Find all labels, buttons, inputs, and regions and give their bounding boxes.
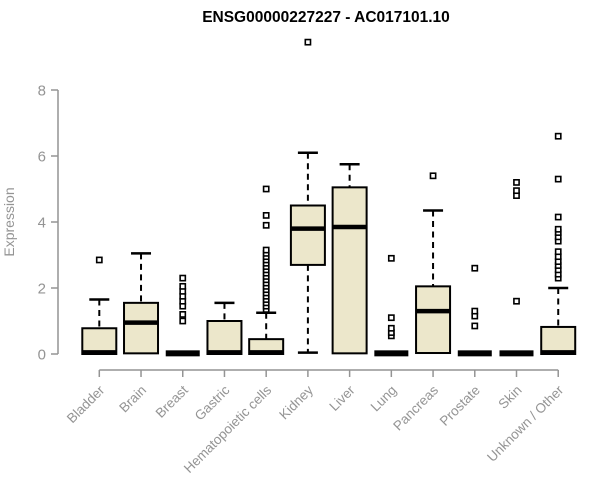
box-lung <box>374 350 409 357</box>
box-breast <box>165 350 200 357</box>
outlier-point-prostate <box>471 307 479 315</box>
x-tick-label: Lung <box>368 383 400 415</box>
outlier-point-breast <box>179 274 187 282</box>
outlier-point-prostate <box>471 264 479 272</box>
outlier-point-unknown-other <box>554 132 562 140</box>
y-tick-label: 4 <box>38 215 46 232</box>
x-tick-label: Breast <box>153 382 191 420</box>
outlier-point-hematopoietic-cells <box>262 221 270 229</box>
outlier-point-unknown-other <box>554 213 562 221</box>
box-pancreas <box>415 285 452 355</box>
box-prostate <box>457 350 492 357</box>
outlier-point-breast <box>179 282 187 290</box>
outlier-point-skin <box>513 297 520 305</box>
box-liver <box>331 186 368 355</box>
outlier-point-hematopoietic-cells <box>262 185 270 193</box>
outlier-point-skin <box>513 187 520 195</box>
y-axis-label: Expression <box>1 187 17 256</box>
box-brain <box>123 301 160 355</box>
x-tick-label: Liver <box>326 382 358 414</box>
box-gastric <box>206 320 243 355</box>
x-tick-label: Pancreas <box>390 382 441 433</box>
outlier-point-breast <box>179 310 187 318</box>
outlier-point-unknown-other <box>554 175 562 183</box>
outlier-point-pancreas <box>429 172 437 180</box>
x-tick-label: Unknown / Other <box>484 382 567 465</box>
y-tick-label: 0 <box>38 347 46 364</box>
outlier-point-lung <box>387 324 395 332</box>
outlier-point-prostate <box>471 322 479 330</box>
box-skin <box>499 350 534 357</box>
outlier-point-unknown-other <box>554 248 562 256</box>
y-tick-label: 6 <box>38 149 46 166</box>
outlier-point-bladder <box>95 256 103 264</box>
box-unknown-other <box>540 325 577 356</box>
x-tick-label: Prostate <box>437 383 483 429</box>
chart-title: ENSG00000227227 - AC017101.10 <box>202 9 450 26</box>
x-tick-label: Brain <box>116 383 149 416</box>
y-tick-label: 8 <box>38 83 46 100</box>
box-bladder <box>81 327 118 356</box>
x-tick-label: Bladder <box>64 382 108 426</box>
box-kidney <box>289 204 326 266</box>
outlier-point-hematopoietic-cells <box>262 212 270 219</box>
outlier-point-breast <box>179 317 187 325</box>
outlier-point-kidney <box>304 38 312 46</box>
x-tick-label: Kidney <box>276 382 316 422</box>
x-tick-label: Skin <box>495 383 524 412</box>
x-tick-label: Gastric <box>192 382 233 423</box>
outlier-point-hematopoietic-cells <box>262 246 270 254</box>
outlier-point-lung <box>387 314 395 322</box>
outlier-point-unknown-other <box>554 225 562 233</box>
outlier-point-skin <box>513 179 520 186</box>
outlier-point-lung <box>387 254 395 262</box>
y-tick-label: 2 <box>38 281 46 298</box>
